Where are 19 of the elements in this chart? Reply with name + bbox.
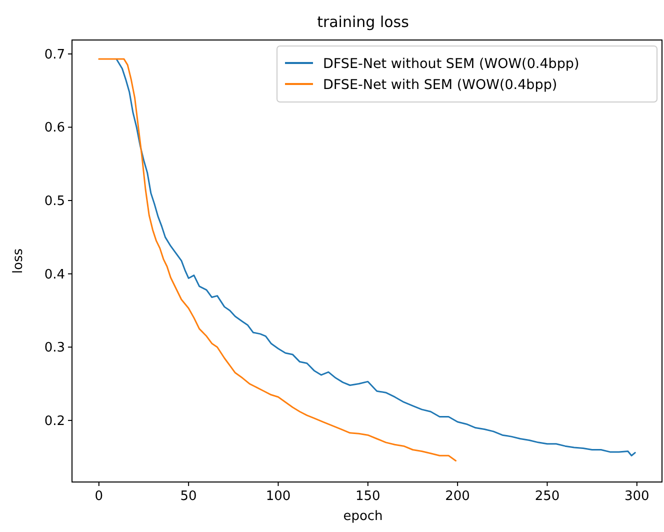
x-tick-label: 0: [94, 489, 104, 504]
y-tick-label: 0.4: [44, 267, 65, 282]
y-axis-title: loss: [11, 248, 26, 274]
y-tick-label: 0.7: [44, 47, 65, 62]
x-axis-title: epoch: [343, 509, 383, 524]
y-tick-label: 0.6: [44, 120, 65, 136]
chart-title: training loss: [317, 13, 410, 31]
x-tick-label: 50: [180, 489, 197, 504]
legend-label: DFSE-Net without SEM (WOW(0.4bpp): [323, 56, 580, 72]
x-tick-label: 200: [445, 489, 470, 504]
x-tick-label: 300: [624, 489, 650, 504]
y-tick-label: 0.5: [44, 194, 65, 210]
y-tick-label: 0.3: [44, 340, 65, 356]
x-tick-label: 250: [534, 489, 560, 504]
legend-label: DFSE-Net with SEM (WOW(0.4bpp): [323, 77, 558, 93]
x-tick-label: 100: [266, 489, 291, 504]
line-series: [116, 59, 636, 456]
x-tick-label: 150: [355, 489, 380, 504]
y-tick-label: 0.2: [44, 414, 65, 429]
